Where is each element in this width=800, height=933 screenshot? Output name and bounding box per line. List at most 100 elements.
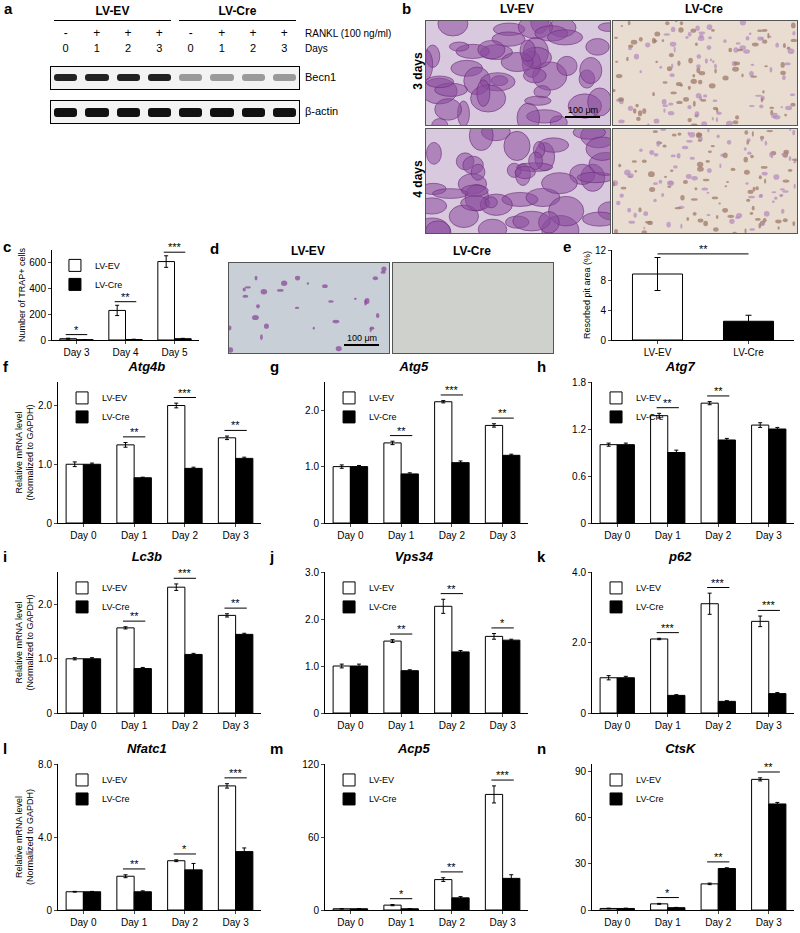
svg-text:1.0: 1.0 — [305, 461, 319, 472]
svg-text:Nfatc1: Nfatc1 — [127, 742, 167, 756]
svg-text:**: ** — [231, 597, 240, 609]
svg-text:Day 2: Day 2 — [172, 720, 199, 731]
svg-text:Number of TRAP+ cells: Number of TRAP+ cells — [17, 247, 27, 342]
svg-text:Relative mRNA level(Normalized: Relative mRNA level(Normalized to GAPDH) — [14, 789, 36, 885]
svg-text:2.0: 2.0 — [38, 599, 52, 610]
svg-text:Day 0: Day 0 — [337, 530, 364, 541]
svg-text:LV-Cre: LV-Cre — [95, 280, 122, 290]
svg-text:Day 0: Day 0 — [604, 530, 631, 541]
svg-text:0: 0 — [46, 708, 52, 719]
svg-text:Relative mRNA level(Normalized: Relative mRNA level(Normalized to GAPDH) — [14, 594, 36, 690]
svg-text:0: 0 — [46, 905, 52, 916]
svg-text:LV-Cre: LV-Cre — [369, 794, 396, 804]
svg-text:*: * — [500, 617, 505, 629]
svg-text:LV-Cre: LV-Cre — [369, 602, 396, 612]
svg-text:LV-EV: LV-EV — [95, 261, 120, 271]
svg-text:Day 0: Day 0 — [70, 720, 97, 731]
svg-text:**: ** — [130, 426, 139, 438]
svg-text:Day 3: Day 3 — [490, 530, 517, 541]
svg-text:***: *** — [711, 577, 725, 589]
svg-text:Day 1: Day 1 — [655, 720, 682, 731]
svg-text:0.6: 0.6 — [572, 471, 586, 482]
svg-text:LV-EV: LV-EV — [636, 775, 661, 785]
svg-text:**: ** — [699, 243, 708, 255]
svg-text:4: 4 — [600, 305, 606, 316]
svg-text:LV-EV: LV-EV — [102, 393, 127, 403]
svg-text:Day 2: Day 2 — [439, 530, 466, 541]
svg-text:Day 3: Day 3 — [490, 917, 517, 928]
svg-text:0: 0 — [580, 708, 586, 719]
svg-text:Lc3b: Lc3b — [132, 550, 162, 564]
svg-text:LV-EV: LV-EV — [369, 393, 394, 403]
svg-text:*: * — [665, 887, 670, 899]
svg-text:Day 3: Day 3 — [490, 720, 517, 731]
svg-text:Day 3: Day 3 — [756, 917, 783, 928]
svg-text:2.0: 2.0 — [38, 400, 52, 411]
svg-text:***: *** — [229, 767, 243, 779]
svg-text:100 μm: 100 μm — [568, 105, 598, 115]
svg-text:Day 3: Day 3 — [223, 917, 250, 928]
svg-text:Day 0: Day 0 — [337, 917, 364, 928]
svg-text:Day 1: Day 1 — [121, 530, 148, 541]
svg-text:LV-Cre: LV-Cre — [733, 347, 764, 358]
svg-text:***: *** — [178, 387, 192, 399]
svg-text:LV-EV: LV-EV — [102, 775, 127, 785]
svg-text:**: ** — [130, 858, 139, 870]
svg-text:***: *** — [168, 241, 182, 253]
svg-text:30: 30 — [575, 858, 587, 869]
svg-text:Day 1: Day 1 — [121, 917, 148, 928]
svg-text:Day 1: Day 1 — [655, 530, 682, 541]
svg-text:4.0: 4.0 — [572, 567, 586, 578]
svg-text:***: *** — [496, 769, 510, 781]
svg-text:Atg5: Atg5 — [398, 360, 429, 374]
svg-text:Day 3: Day 3 — [756, 720, 783, 731]
svg-text:1.0: 1.0 — [38, 459, 52, 470]
svg-text:0: 0 — [40, 335, 46, 346]
svg-text:8: 8 — [600, 275, 606, 286]
svg-text:Day 1: Day 1 — [388, 530, 415, 541]
svg-text:600: 600 — [29, 257, 46, 268]
svg-text:1.0: 1.0 — [305, 661, 319, 672]
svg-text:0: 0 — [580, 518, 586, 529]
svg-text:60: 60 — [575, 812, 587, 823]
svg-text:***: *** — [178, 567, 192, 579]
svg-text:**: ** — [121, 291, 130, 303]
svg-text:Day 4: Day 4 — [112, 347, 139, 358]
svg-text:LV-Cre: LV-Cre — [102, 412, 129, 422]
svg-text:Day 1: Day 1 — [121, 720, 148, 731]
svg-text:0: 0 — [313, 518, 319, 529]
svg-text:Day 3: Day 3 — [63, 347, 90, 358]
svg-text:LV-EV: LV-EV — [369, 775, 394, 785]
svg-text:1.0: 1.0 — [38, 653, 52, 664]
svg-text:8.0: 8.0 — [38, 759, 52, 770]
svg-text:100 μm: 100 μm — [347, 333, 377, 343]
svg-text:LV-EV: LV-EV — [636, 393, 661, 403]
svg-text:Day 1: Day 1 — [655, 917, 682, 928]
svg-text:**: ** — [714, 851, 723, 863]
svg-text:0: 0 — [313, 905, 319, 916]
svg-text:4.0: 4.0 — [38, 832, 52, 843]
svg-text:LV-EV: LV-EV — [102, 583, 127, 593]
svg-text:Day 2: Day 2 — [705, 720, 732, 731]
svg-text:Day 2: Day 2 — [172, 917, 199, 928]
svg-text:**: ** — [447, 861, 456, 873]
svg-text:**: ** — [498, 407, 507, 419]
svg-text:2.0: 2.0 — [572, 637, 586, 648]
svg-text:LV-Cre: LV-Cre — [102, 794, 129, 804]
svg-text:LV-EV: LV-EV — [636, 583, 661, 593]
svg-text:3.0: 3.0 — [305, 567, 319, 578]
svg-text:Day 3: Day 3 — [223, 720, 250, 731]
svg-text:Day 2: Day 2 — [172, 530, 199, 541]
svg-text:0: 0 — [46, 518, 52, 529]
svg-text:*: * — [399, 888, 404, 900]
svg-text:Day 2: Day 2 — [705, 917, 732, 928]
svg-text:Day 1: Day 1 — [388, 720, 415, 731]
svg-text:400: 400 — [29, 283, 46, 294]
svg-text:LV-EV: LV-EV — [644, 347, 672, 358]
svg-text:LV-Cre: LV-Cre — [636, 794, 663, 804]
svg-text:Vps34: Vps34 — [395, 550, 434, 564]
svg-text:CtsK: CtsK — [665, 742, 697, 756]
svg-text:Day 0: Day 0 — [604, 720, 631, 731]
svg-text:Relative mRNA level(Normalized: Relative mRNA level(Normalized to GAPDH) — [14, 404, 36, 500]
svg-text:1.2: 1.2 — [572, 424, 586, 435]
